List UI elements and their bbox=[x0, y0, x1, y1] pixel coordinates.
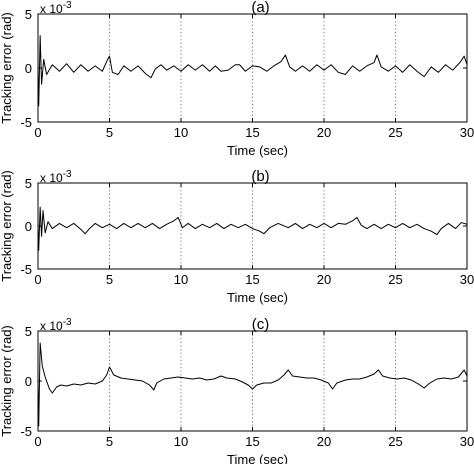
y-axis-label: Tracking error (rad) bbox=[0, 325, 14, 436]
y-tick-label: -5 bbox=[20, 262, 32, 277]
y-tick-label: -5 bbox=[20, 115, 32, 130]
x-tick-label: 10 bbox=[174, 272, 188, 287]
x-tick-label: 10 bbox=[174, 434, 188, 449]
x-tick-label: 0 bbox=[34, 434, 41, 449]
x-tick-label: 5 bbox=[106, 125, 113, 140]
y-tick-label: 5 bbox=[25, 324, 32, 339]
series-line bbox=[37, 342, 468, 427]
x-tick-label: 0 bbox=[34, 272, 41, 287]
x-tick-label: 25 bbox=[388, 272, 402, 287]
x-tick-label: 15 bbox=[245, 125, 259, 140]
x-tick-label: 30 bbox=[460, 125, 474, 140]
x-tick-label: 5 bbox=[106, 272, 113, 287]
y-axis-label: Tracking error (rad) bbox=[0, 12, 14, 123]
y-tick-label: 5 bbox=[25, 7, 32, 22]
x-tick-label: 20 bbox=[317, 125, 331, 140]
x-axis-label: Time (sec) bbox=[227, 452, 288, 464]
x-tick-label: 20 bbox=[317, 272, 331, 287]
x-tick-label: 25 bbox=[388, 434, 402, 449]
y-tick-label: -5 bbox=[20, 424, 32, 439]
axis-scale-label: x 10-3 bbox=[40, 317, 72, 333]
y-tick-label: 0 bbox=[25, 219, 32, 234]
axis-scale-label: x 10-3 bbox=[40, 169, 72, 185]
x-tick-label: 25 bbox=[388, 125, 402, 140]
x-axis-label: Time (sec) bbox=[227, 290, 288, 305]
axis-scale-label: x 10-3 bbox=[40, 0, 72, 16]
y-axis-label: Tracking error (rad) bbox=[0, 170, 14, 281]
panel-title: (b) bbox=[251, 168, 269, 185]
x-tick-label: 10 bbox=[174, 125, 188, 140]
x-tick-label: 0 bbox=[34, 125, 41, 140]
x-tick-label: 5 bbox=[106, 434, 113, 449]
y-tick-label: 5 bbox=[25, 176, 32, 191]
y-tick-label: 0 bbox=[25, 61, 32, 76]
series-line bbox=[37, 206, 468, 251]
x-tick-label: 15 bbox=[245, 272, 259, 287]
x-tick-label: 30 bbox=[460, 272, 474, 287]
panel-title: (a) bbox=[251, 0, 269, 16]
x-tick-label: 30 bbox=[460, 434, 474, 449]
y-tick-label: 0 bbox=[25, 374, 32, 389]
panel-title: (c) bbox=[252, 316, 270, 333]
series-line bbox=[37, 35, 468, 107]
x-tick-label: 15 bbox=[245, 434, 259, 449]
x-axis-label: Time (sec) bbox=[227, 143, 288, 158]
x-tick-label: 20 bbox=[317, 434, 331, 449]
